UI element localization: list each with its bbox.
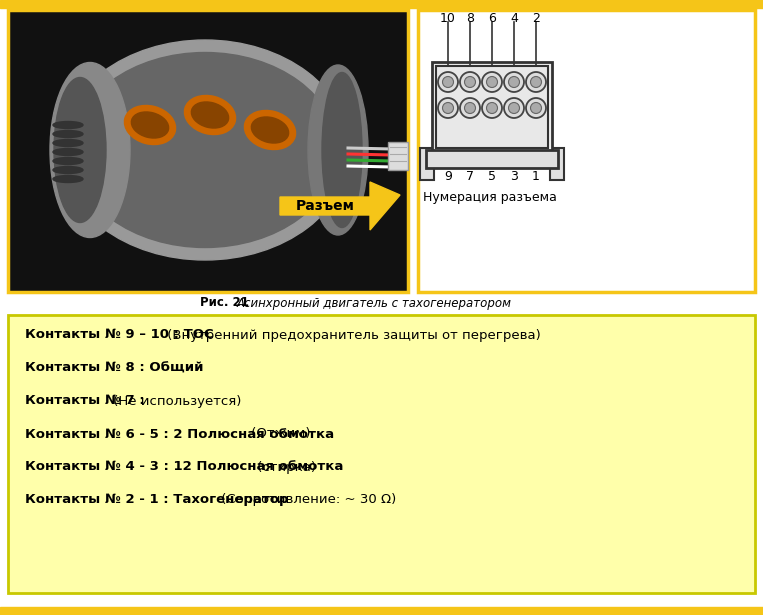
FancyBboxPatch shape xyxy=(436,66,548,148)
Circle shape xyxy=(443,76,453,87)
Text: (стирка): (стирка) xyxy=(253,461,316,474)
Circle shape xyxy=(482,98,502,118)
Polygon shape xyxy=(280,182,400,230)
Circle shape xyxy=(530,103,542,114)
Ellipse shape xyxy=(131,112,169,138)
Ellipse shape xyxy=(53,122,83,129)
Text: Контакты № 6 - 5 : 2 Полюсная обмотка: Контакты № 6 - 5 : 2 Полюсная обмотка xyxy=(25,427,334,440)
Circle shape xyxy=(526,72,546,92)
Text: Контакты № 7 :: Контакты № 7 : xyxy=(25,394,145,408)
Ellipse shape xyxy=(185,95,236,135)
Text: 6: 6 xyxy=(488,12,496,25)
Text: (Отжим): (Отжим) xyxy=(247,427,311,440)
Ellipse shape xyxy=(53,167,83,173)
Text: Контакты № 2 - 1 : Тахогенератор: Контакты № 2 - 1 : Тахогенератор xyxy=(25,493,288,507)
FancyBboxPatch shape xyxy=(432,62,552,152)
Ellipse shape xyxy=(192,102,229,128)
Ellipse shape xyxy=(322,73,362,228)
Ellipse shape xyxy=(251,117,288,143)
Circle shape xyxy=(465,103,475,114)
Circle shape xyxy=(438,72,458,92)
FancyBboxPatch shape xyxy=(418,10,755,292)
Text: 8: 8 xyxy=(466,12,474,25)
Ellipse shape xyxy=(244,111,295,149)
Ellipse shape xyxy=(72,52,337,247)
Text: Рис. 21: Рис. 21 xyxy=(200,296,253,309)
Ellipse shape xyxy=(53,140,83,146)
Text: Асинхронный двигатель с тахогенератором: Асинхронный двигатель с тахогенератором xyxy=(237,296,512,309)
Text: Разъем: Разъем xyxy=(295,199,355,213)
Circle shape xyxy=(460,98,480,118)
Ellipse shape xyxy=(60,40,350,260)
Ellipse shape xyxy=(53,130,83,138)
Circle shape xyxy=(482,72,502,92)
Circle shape xyxy=(443,103,453,114)
Text: Контакты № 9 – 10 : ТОС: Контакты № 9 – 10 : ТОС xyxy=(25,328,214,341)
Ellipse shape xyxy=(50,63,130,237)
Circle shape xyxy=(504,98,524,118)
Text: 5: 5 xyxy=(488,170,496,183)
Text: (Не используется): (Не используется) xyxy=(109,394,241,408)
Text: (Внутренний предохранитель защиты от перегрева): (Внутренний предохранитель защиты от пер… xyxy=(163,328,541,341)
Text: 10: 10 xyxy=(440,12,456,25)
Ellipse shape xyxy=(124,105,175,145)
Circle shape xyxy=(526,98,546,118)
Circle shape xyxy=(460,72,480,92)
Bar xyxy=(0,607,763,615)
Circle shape xyxy=(508,76,520,87)
Circle shape xyxy=(487,76,497,87)
Ellipse shape xyxy=(53,175,83,183)
Ellipse shape xyxy=(308,65,368,235)
Text: Нумерация разъема: Нумерация разъема xyxy=(423,191,557,205)
FancyBboxPatch shape xyxy=(8,10,408,292)
Text: 2: 2 xyxy=(532,12,540,25)
Circle shape xyxy=(508,103,520,114)
FancyBboxPatch shape xyxy=(426,150,558,168)
Circle shape xyxy=(438,98,458,118)
Ellipse shape xyxy=(54,77,106,223)
Ellipse shape xyxy=(53,157,83,164)
Circle shape xyxy=(530,76,542,87)
Ellipse shape xyxy=(53,148,83,156)
Text: 4: 4 xyxy=(510,12,518,25)
Circle shape xyxy=(487,103,497,114)
Text: Контакты № 8 : Общий: Контакты № 8 : Общий xyxy=(25,362,204,375)
Circle shape xyxy=(465,76,475,87)
Text: 7: 7 xyxy=(466,170,474,183)
Bar xyxy=(0,0,763,8)
Text: 1: 1 xyxy=(532,170,540,183)
Text: 9: 9 xyxy=(444,170,452,183)
FancyBboxPatch shape xyxy=(420,148,434,180)
Circle shape xyxy=(504,72,524,92)
FancyBboxPatch shape xyxy=(8,315,755,593)
Text: (Сопротивление: ~ 30 Ω): (Сопротивление: ~ 30 Ω) xyxy=(217,493,396,507)
Text: 3: 3 xyxy=(510,170,518,183)
FancyBboxPatch shape xyxy=(550,148,564,180)
Text: Контакты № 4 - 3 : 12 Полюсная обмотка: Контакты № 4 - 3 : 12 Полюсная обмотка xyxy=(25,461,343,474)
FancyBboxPatch shape xyxy=(388,142,408,170)
